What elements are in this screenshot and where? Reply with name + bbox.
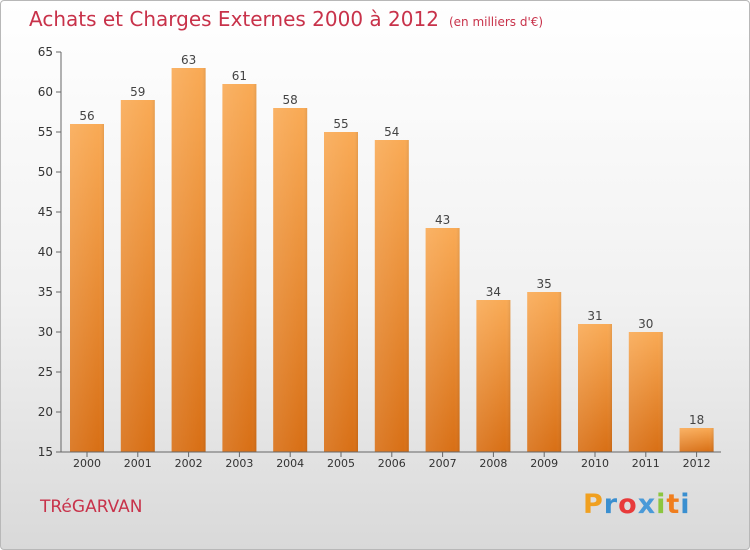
x-tick-label-2003: 2003 bbox=[225, 457, 253, 470]
proxiti-logo: Proxiti bbox=[583, 489, 691, 520]
bar-shade-2011 bbox=[628, 332, 663, 452]
data-label-2010: 31 bbox=[587, 309, 602, 323]
chart-title: Achats et Charges Externes 2000 à 2012 (e… bbox=[29, 7, 543, 31]
bar-shade-2000 bbox=[70, 124, 104, 452]
x-tick-label-2002: 2002 bbox=[175, 457, 203, 470]
bar-shade-2003 bbox=[222, 84, 257, 452]
x-tick-label-2008: 2008 bbox=[479, 457, 507, 470]
data-label-2007: 43 bbox=[435, 213, 450, 227]
data-label-2005: 55 bbox=[333, 117, 348, 131]
y-tick-label-25: 25 bbox=[38, 365, 53, 379]
bar-shade-2005 bbox=[324, 132, 358, 452]
y-tick-label-30: 30 bbox=[38, 325, 53, 339]
logo-letter: i bbox=[656, 489, 667, 520]
x-tick-label-2011: 2011 bbox=[632, 457, 660, 470]
chart-title-text: Achats et Charges Externes 2000 à 2012 bbox=[29, 7, 439, 31]
data-label-2001: 59 bbox=[130, 85, 145, 99]
y-tick-label-45: 45 bbox=[38, 205, 53, 219]
logo-letter: r bbox=[603, 489, 619, 520]
x-tick-label-2000: 2000 bbox=[73, 457, 101, 470]
y-tick-label-60: 60 bbox=[38, 85, 53, 99]
data-label-2003: 61 bbox=[232, 69, 247, 83]
y-tick-label-55: 55 bbox=[38, 125, 53, 139]
x-tick-label-2001: 2001 bbox=[124, 457, 152, 470]
bar-shade-2004 bbox=[273, 108, 308, 452]
data-label-2000: 56 bbox=[79, 109, 94, 123]
x-tick-label-2006: 2006 bbox=[378, 457, 406, 470]
y-tick-label-65: 65 bbox=[38, 45, 53, 59]
bar-shade-2010 bbox=[578, 324, 612, 452]
y-tick-label-15: 15 bbox=[38, 445, 53, 459]
bar-shade-2007 bbox=[425, 228, 460, 452]
bar-shade-2002 bbox=[171, 68, 206, 452]
data-label-2002: 63 bbox=[181, 53, 196, 67]
bar-shade-2012 bbox=[679, 428, 714, 452]
data-label-2004: 58 bbox=[283, 93, 298, 107]
data-label-2008: 34 bbox=[486, 285, 501, 299]
data-label-2006: 54 bbox=[384, 125, 399, 139]
logo-letter: t bbox=[666, 489, 681, 520]
bar-shade-2001 bbox=[120, 100, 155, 452]
commune-name: TRéGARVAN bbox=[40, 497, 143, 517]
bar-shade-2006 bbox=[374, 140, 409, 452]
logo-letter: x bbox=[637, 489, 657, 520]
y-tick-label-35: 35 bbox=[38, 285, 53, 299]
y-tick-label-50: 50 bbox=[38, 165, 53, 179]
x-tick-label-2004: 2004 bbox=[276, 457, 304, 470]
logo-letter: i bbox=[680, 489, 691, 520]
logo-letter: P bbox=[583, 489, 604, 520]
bar-shade-2008 bbox=[476, 300, 511, 452]
y-tick-label-40: 40 bbox=[38, 245, 53, 259]
data-label-2009: 35 bbox=[537, 277, 552, 291]
chart-subtitle: (en milliers d'€) bbox=[448, 15, 544, 29]
data-label-2011: 30 bbox=[638, 317, 653, 331]
x-tick-label-2009: 2009 bbox=[530, 457, 558, 470]
x-tick-label-2012: 2012 bbox=[683, 457, 711, 470]
data-label-2012: 18 bbox=[689, 413, 704, 427]
x-tick-label-2007: 2007 bbox=[429, 457, 457, 470]
logo-letter: o bbox=[618, 489, 638, 520]
x-tick-label-2010: 2010 bbox=[581, 457, 609, 470]
x-tick-label-2005: 2005 bbox=[327, 457, 355, 470]
y-tick-label-20: 20 bbox=[38, 405, 53, 419]
bar-shade-2009 bbox=[527, 292, 562, 452]
